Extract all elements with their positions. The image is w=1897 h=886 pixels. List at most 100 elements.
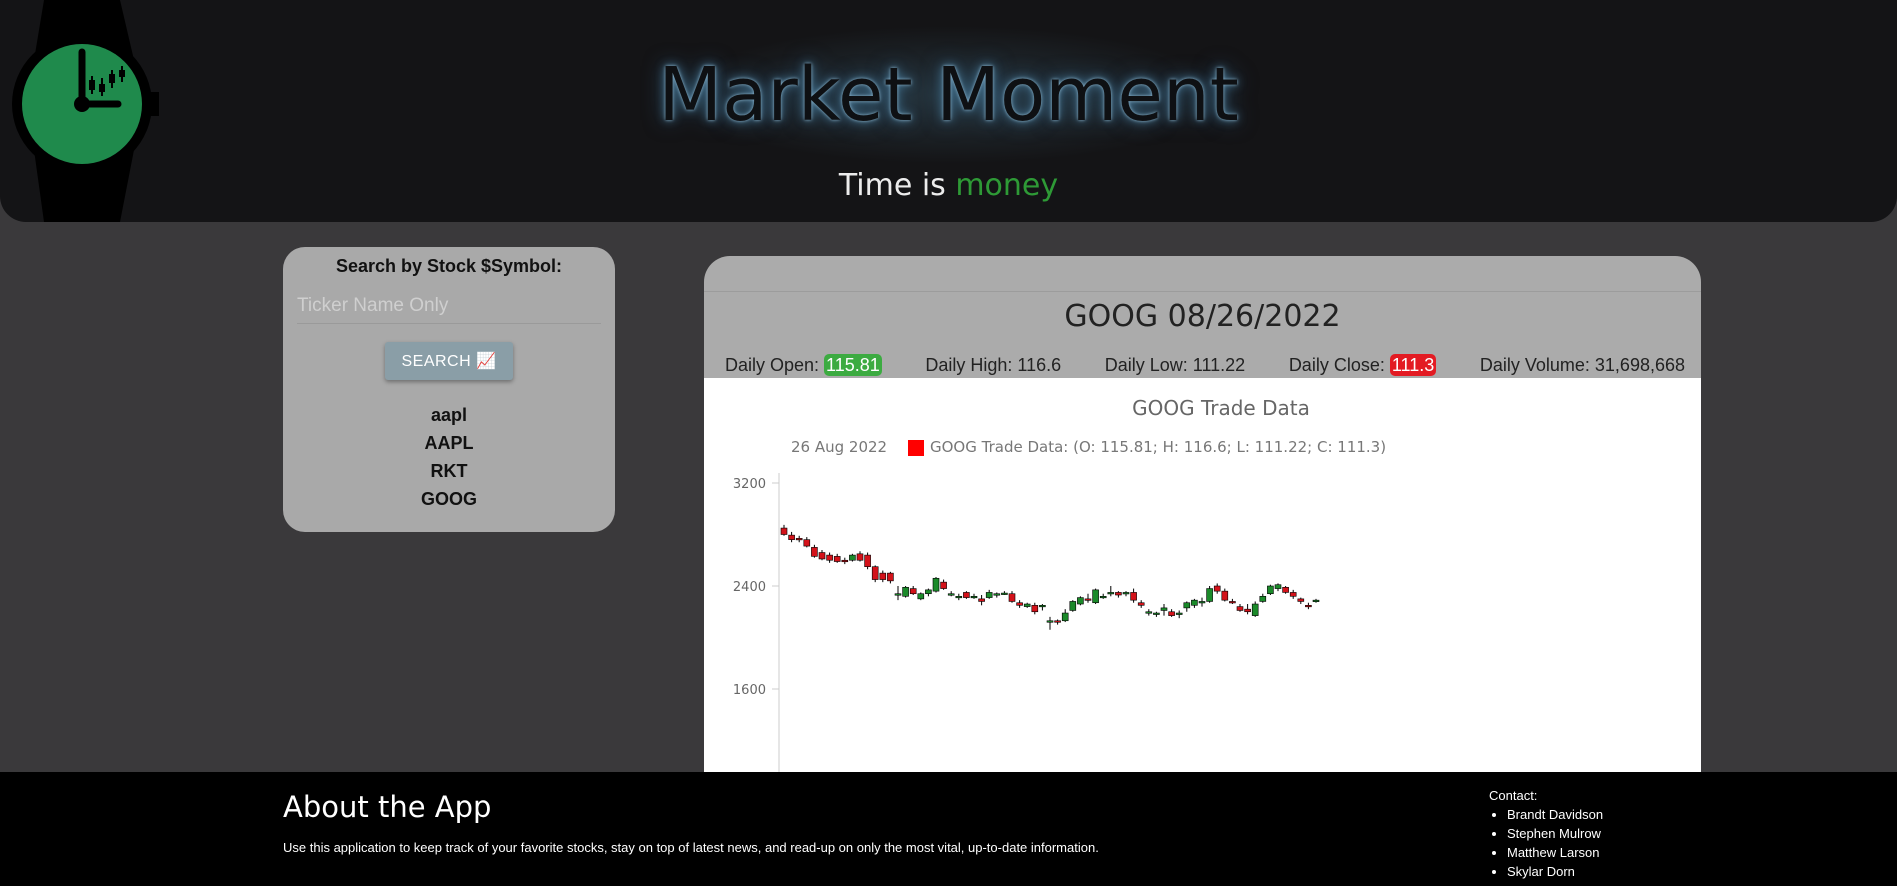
history-item[interactable]: aapl [430,405,468,425]
contact-item: Matthew Larson [1507,843,1603,862]
chart-container[interactable]: GOOG Trade Data 26 Aug 2022 GOOG Trade D… [704,378,1701,776]
candle [1221,588,1229,602]
candle [795,535,803,543]
candle [1077,596,1084,606]
candle [1145,609,1153,616]
contact-item: Skylar Dorn [1507,862,1603,881]
candle [1107,586,1115,597]
search-panel: Search by Stock $Symbol: SEARCH 📈 aapl A… [283,247,615,532]
title-glow [650,20,1250,170]
daily-close-label: Daily Close: [1288,354,1390,375]
candle [1305,602,1312,610]
candle [993,592,1001,598]
candle [864,552,871,570]
candle [788,531,795,543]
candle [902,586,909,598]
candle [1289,589,1297,599]
panel-divider [704,291,1701,292]
candle [887,571,894,584]
candle [1244,604,1251,615]
history-item[interactable]: RKT [430,461,468,481]
candle [1198,597,1206,607]
daily-volume: Daily Volume: 31,698,668 [1480,355,1685,376]
candlestick-chart[interactable]: GOOG Trade Data 26 Aug 2022 GOOG Trade D… [704,378,1701,776]
candle [1054,619,1061,625]
candle [871,565,879,583]
daily-high-label: Daily High: [925,354,1018,375]
candle [1016,600,1023,608]
candle [1267,584,1274,596]
contact-list: Brandt Davidson Stephen Mulrow Matthew L… [1489,805,1603,881]
candle [1031,602,1039,615]
candle [1122,591,1130,597]
contact-item: Stephen Mulrow [1507,824,1603,843]
history-item[interactable]: AAPL [424,433,474,453]
search-button[interactable]: SEARCH 📈 [385,342,513,380]
candle [856,551,864,562]
contact-section: Contact: Brandt Davidson Stephen Mulrow … [1489,788,1603,881]
daily-low-value: 111.22 [1192,354,1246,375]
candle [1130,588,1137,603]
candle [818,549,826,561]
daily-volume-value: 31,698,668 [1594,354,1685,375]
daily-stats: Daily Open: 115.81 Daily High: 116.6 Dai… [725,352,1685,378]
candle [1001,591,1008,596]
candle [909,586,917,596]
candle [826,552,833,563]
candle [811,544,818,558]
candle [1137,600,1145,608]
candle [1023,602,1031,608]
candle [1206,586,1213,603]
y-tick-label: 3200 [733,477,766,492]
daily-close-value: 111.3 [1389,353,1437,376]
stock-data-panel: GOOG 08/26/2022 Daily Open: 115.81 Daily… [704,256,1701,776]
tagline-prefix: Time is [838,168,956,203]
site-footer: About the App Use this application to ke… [0,772,1897,886]
candle [1274,583,1282,592]
about-title: About the App [283,790,492,824]
candle [1183,601,1191,612]
stock-heading: GOOG 08/26/2022 [1064,299,1341,334]
watch-chart-icon [12,0,159,222]
history-item[interactable]: GOOG [420,489,477,509]
candle [803,537,811,548]
ticker-search-input[interactable] [297,289,601,324]
daily-low: Daily Low: 111.22 [1105,355,1245,376]
candle [970,593,978,599]
candle [932,576,940,593]
daily-low-label: Daily Low: [1104,354,1193,375]
candle [947,591,955,597]
candle [780,524,788,536]
candle [879,570,887,583]
daily-high-value: 116.6 [1017,354,1062,375]
legend-text: GOOG Trade Data: (O: 115.81; H: 116.6; L… [930,438,1386,456]
candle [1099,593,1107,599]
candle [1168,609,1175,617]
y-tick-label: 2400 [733,580,766,595]
candle [833,553,841,563]
tagline: Time is money [0,166,1897,206]
y-tick-label: 1600 [733,683,766,698]
daily-open: Daily Open: 115.81 [725,353,882,376]
candles [780,524,1320,630]
candle [1229,598,1236,605]
candle [1069,600,1077,612]
contact-label: Contact: [1489,788,1538,803]
candle [940,579,947,590]
daily-volume-label: Daily Volume: [1479,354,1595,375]
site-header: Market Moment Time is money [0,0,1897,222]
tooltip-date: 26 Aug 2022 [791,438,887,456]
candle [1259,593,1267,603]
contact-item: Brandt Davidson [1507,805,1603,824]
about-text: Use this application to keep track of yo… [283,840,1099,855]
candle [1251,601,1259,617]
daily-high: Daily High: 116.6 [925,355,1061,376]
daily-open-value: 115.81 [824,353,882,376]
candle [1213,583,1221,594]
candle [1236,604,1244,612]
candle [849,553,856,562]
daily-open-label: Daily Open: [725,354,825,375]
candle [1282,586,1289,594]
candle [978,595,985,606]
candle [1153,611,1160,617]
